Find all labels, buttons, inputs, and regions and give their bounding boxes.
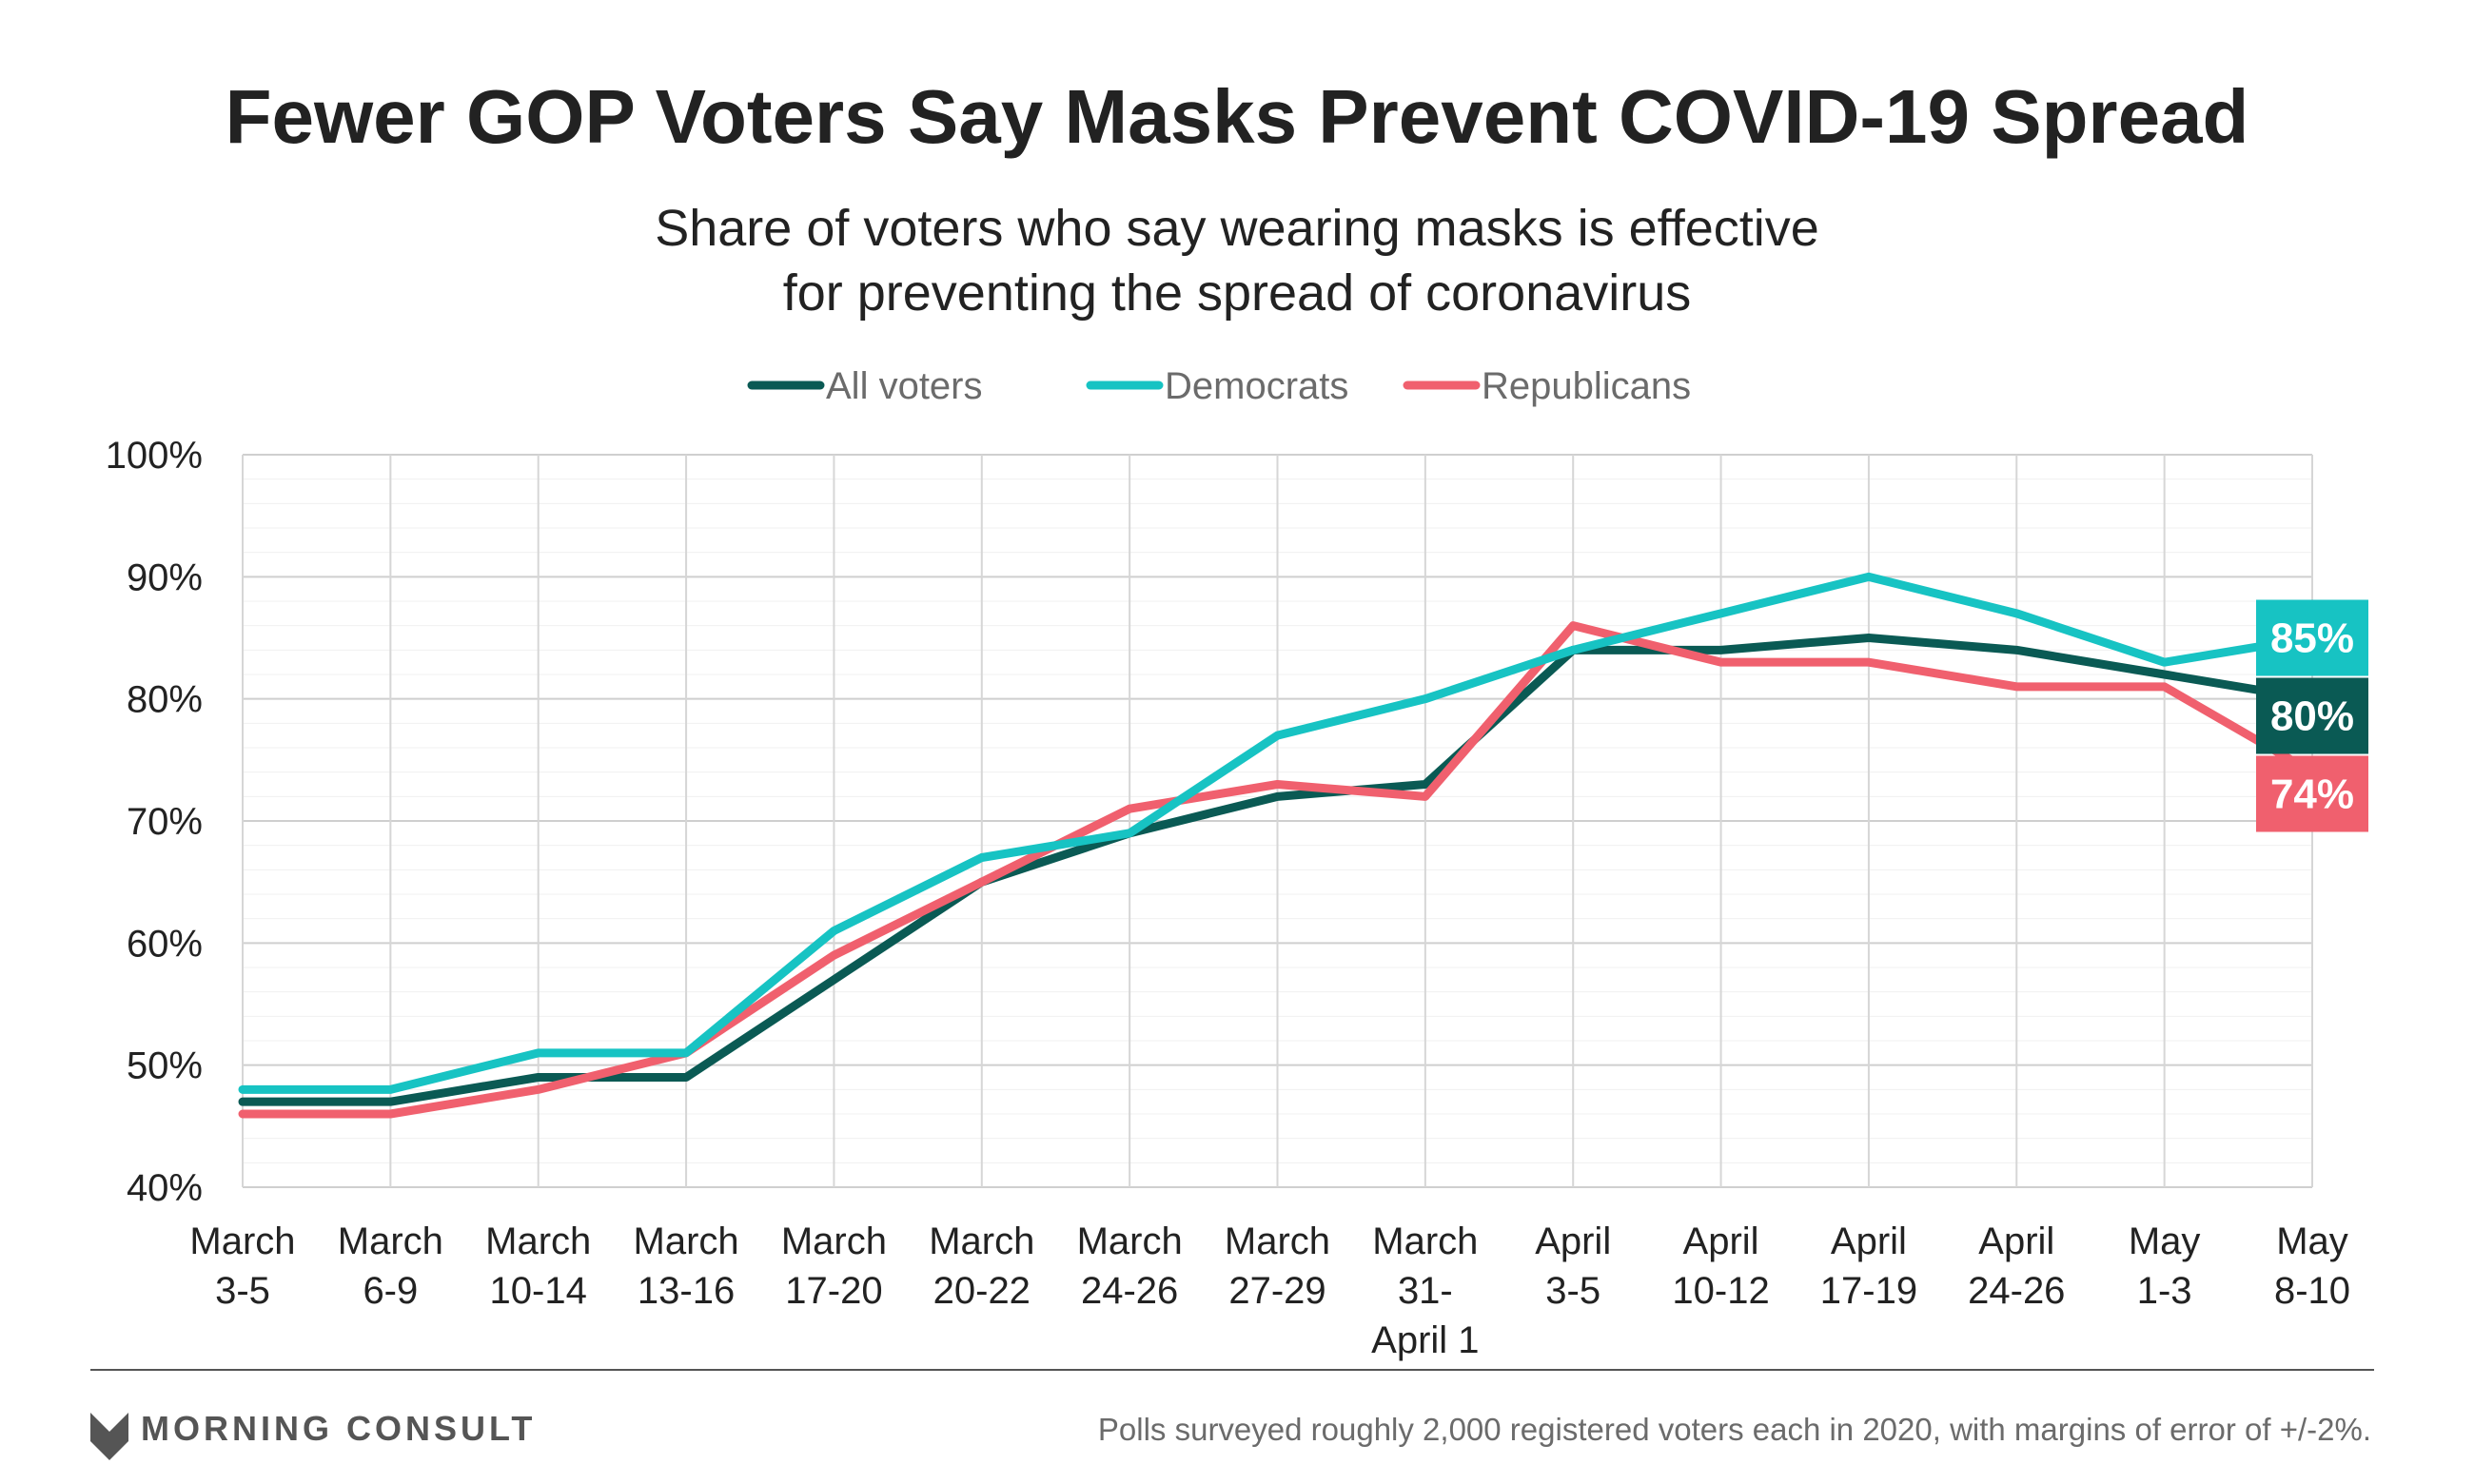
legend-label: Democrats: [1165, 365, 1348, 407]
x-tick-label: March 10-14: [485, 1220, 591, 1312]
x-tick-label: March 17-20: [781, 1220, 887, 1312]
x-tick-label: April 10-12: [1672, 1220, 1769, 1312]
y-tick-label: 90%: [127, 556, 203, 598]
chart-subtitle-line-1: Share of voters who say wearing masks is…: [655, 200, 1819, 257]
end-label-box: [2256, 755, 2368, 832]
x-tick-label: March 6-9: [338, 1220, 443, 1312]
series-lines: [238, 572, 2317, 1119]
y-tick-label: 70%: [127, 801, 203, 843]
x-tick-label: April 24-26: [1968, 1220, 2065, 1312]
y-tick-label: 40%: [127, 1167, 203, 1209]
x-tick-label: March 3-5: [189, 1220, 295, 1312]
x-tick-label: March 24-26: [1077, 1220, 1183, 1312]
axes: 100% 90% 80% 70% 60% 50% 40% March 3-5 March 6-9 Ma…: [106, 435, 2350, 1361]
legend-label: Republicans: [1482, 365, 1691, 407]
x-tick-label: May 8-10: [2274, 1220, 2350, 1312]
x-tick-label: March 27-29: [1225, 1220, 1330, 1312]
y-tick-label: 100%: [106, 435, 203, 477]
x-tick-label: March 20-22: [929, 1220, 1034, 1312]
morning-consult-logo-icon: [90, 1413, 128, 1460]
legend-label: All voters: [826, 365, 983, 407]
brand-name: MORNING CONSULT: [141, 1409, 536, 1448]
x-tick-label: April 17-19: [1820, 1220, 1917, 1312]
end-label-value: 85%: [2270, 615, 2354, 662]
y-tick-label: 60%: [127, 923, 203, 965]
end-label-box: [2256, 599, 2368, 676]
footer-note: Polls surveyed roughly 2,000 registered …: [1098, 1412, 2371, 1447]
series-line-republicans: [238, 621, 2317, 1119]
x-tick-label: April 3-5: [1535, 1220, 1611, 1312]
end-label-value: 80%: [2270, 693, 2354, 740]
series-line-democrats: [238, 572, 2317, 1094]
legend: All voters Democrats Republicans: [747, 365, 1691, 407]
x-tick-label: May 1-3: [2129, 1220, 2201, 1312]
end-labels: 85% 80% 74%: [2256, 599, 2368, 832]
end-label-value: 74%: [2270, 771, 2354, 818]
chart-title: Fewer GOP Voters Say Masks Prevent COVID…: [226, 74, 2249, 159]
y-tick-label: 80%: [127, 679, 203, 721]
y-tick-label: 50%: [127, 1045, 203, 1087]
chart-subtitle-line-2: for preventing the spread of coronavirus: [783, 264, 1692, 322]
x-tick-label: March 13-16: [634, 1220, 739, 1312]
end-label-box: [2256, 677, 2368, 754]
grid: [242, 454, 2313, 1188]
x-tick-label: March 31-April 1: [1371, 1220, 1479, 1361]
